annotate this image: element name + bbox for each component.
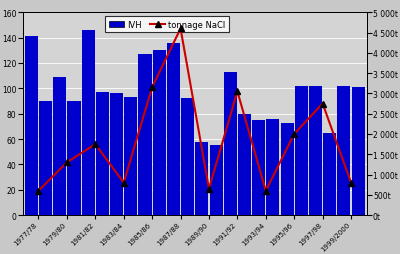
Bar	[266, 119, 280, 215]
Bar	[82, 31, 95, 215]
Bar	[210, 146, 222, 215]
Bar	[295, 86, 308, 215]
Bar	[352, 88, 365, 215]
Bar	[110, 94, 123, 215]
Bar	[323, 133, 336, 215]
Bar	[309, 86, 322, 215]
Bar	[25, 37, 38, 215]
Bar	[181, 99, 194, 215]
Bar	[238, 114, 251, 215]
Bar	[96, 93, 109, 215]
Bar	[39, 102, 52, 215]
Bar	[167, 43, 180, 215]
Bar	[53, 77, 66, 215]
Bar	[68, 102, 80, 215]
Bar	[124, 98, 137, 215]
Bar	[280, 123, 294, 215]
Bar	[195, 142, 208, 215]
Bar	[252, 120, 265, 215]
Bar	[138, 55, 152, 215]
Bar	[224, 73, 237, 215]
Bar	[337, 86, 350, 215]
Legend: IVH, tonnage NaCl: IVH, tonnage NaCl	[106, 17, 229, 33]
Bar	[153, 51, 166, 215]
